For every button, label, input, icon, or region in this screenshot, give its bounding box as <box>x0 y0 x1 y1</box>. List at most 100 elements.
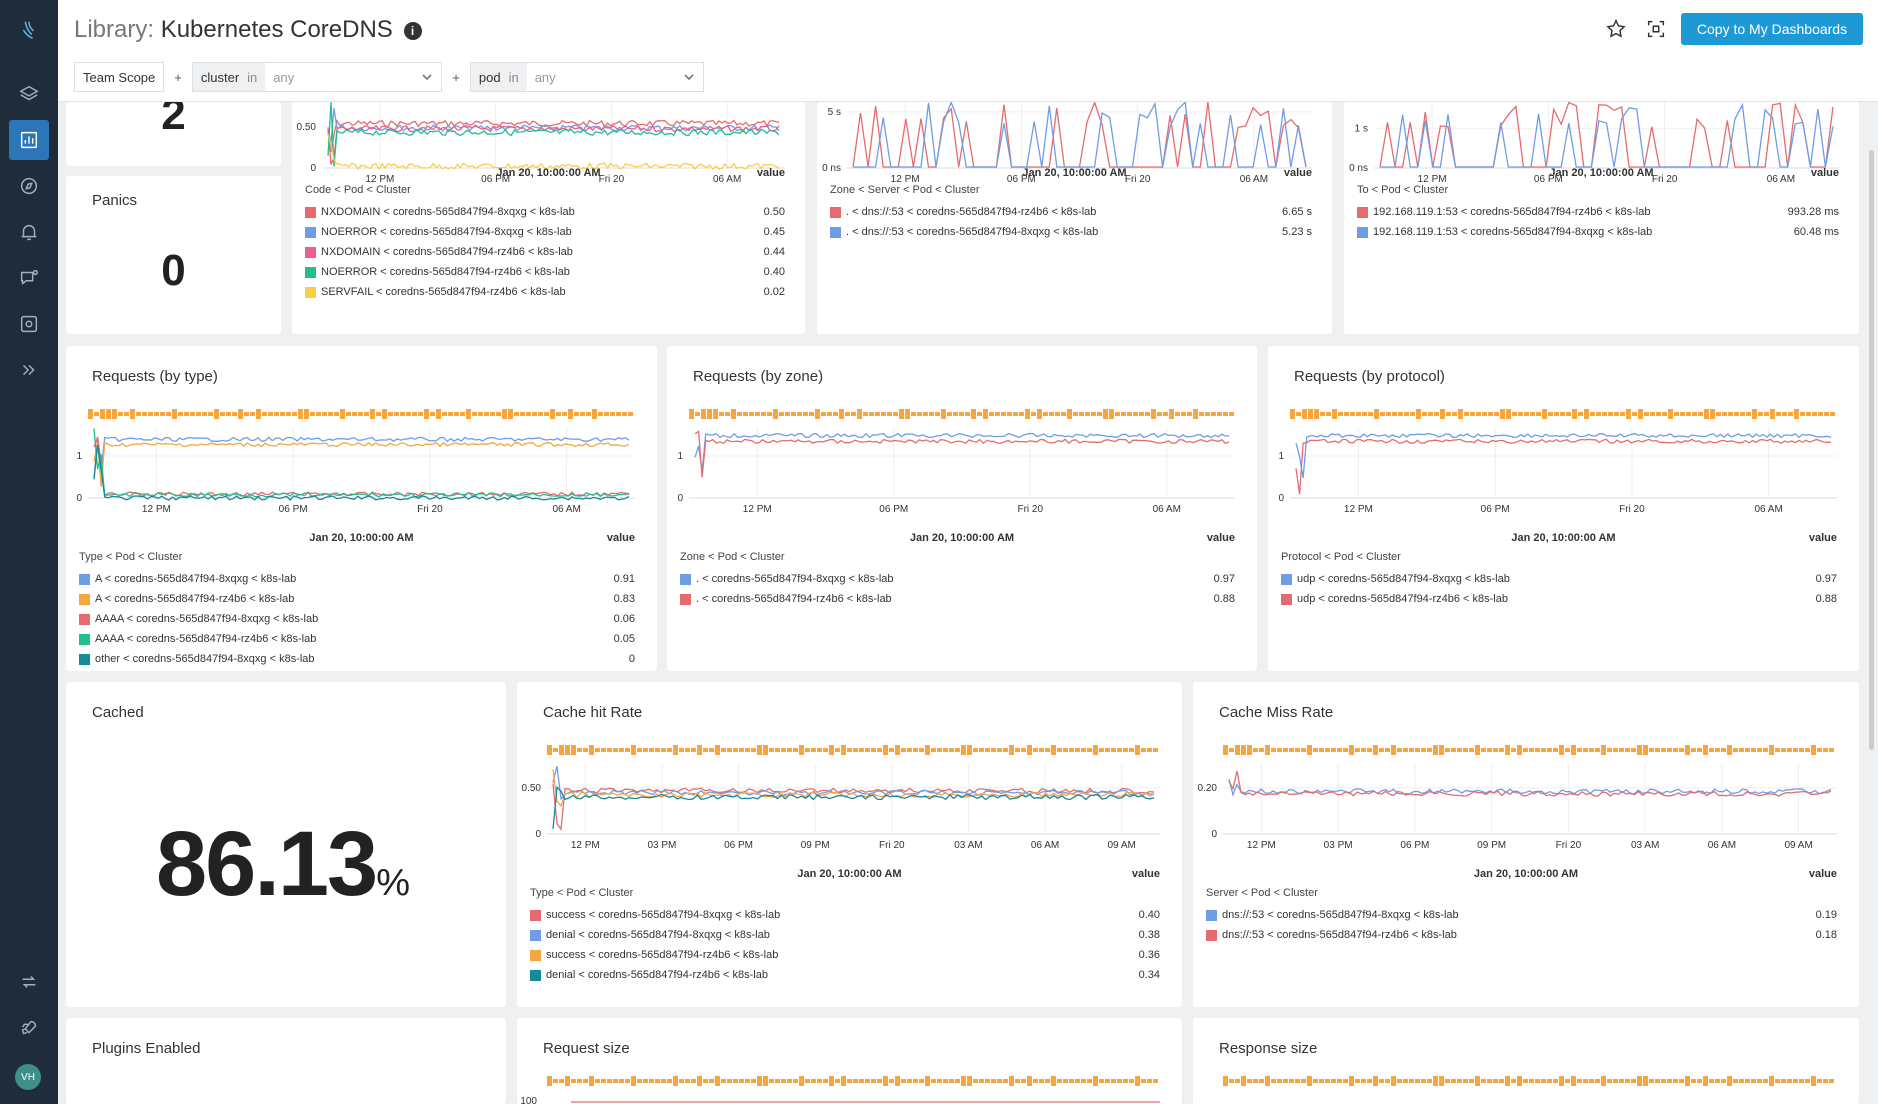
event-marker <box>1085 412 1090 416</box>
page-scrollbar[interactable] <box>1869 150 1874 750</box>
team-scope-chip[interactable]: Team Scope <box>74 62 165 92</box>
event-marker <box>1163 412 1168 416</box>
compass-icon[interactable] <box>9 166 49 206</box>
series-line <box>694 430 1230 478</box>
panel-title: Cache Miss Rate <box>1219 704 1334 721</box>
legend-row[interactable]: udp < coredns-565d847f94-8xqxg < k8s-lab… <box>1281 569 1837 589</box>
event-marker <box>448 412 453 416</box>
get-started-rocket-icon[interactable] <box>9 1008 49 1048</box>
timeseries-chart[interactable]: 100 <box>517 1076 1182 1104</box>
event-marker <box>1025 409 1030 419</box>
integrations-icon[interactable] <box>9 962 49 1002</box>
legend-value: 0.83 <box>613 593 635 605</box>
event-marker <box>1103 409 1108 419</box>
event-marker <box>1325 1079 1330 1083</box>
legend-row[interactable]: AAAA < coredns-565d847f94-rz4b6 < k8s-la… <box>79 629 635 649</box>
timeseries-chart[interactable]: 12 PM 06 PM Fri 20 06 AM 1 s 0 ns <box>1344 102 1859 298</box>
legend-row[interactable]: A < coredns-565d847f94-rz4b6 < k8s-lab 0.… <box>79 589 635 609</box>
event-marker <box>556 412 561 416</box>
legend-value: 0.06 <box>613 613 635 625</box>
timeseries-chart[interactable]: 12 PM 06 PM Fri 20 06 AM 0.50 0 <box>292 102 805 298</box>
cluster-filter[interactable]: cluster in any <box>191 62 443 92</box>
event-marker <box>547 1076 552 1086</box>
legend-row[interactable]: success < coredns-565d847f94-rz4b6 < k8s… <box>530 945 1160 965</box>
copy-to-my-dashboards-button[interactable]: Copy to My Dashboards <box>1681 13 1863 45</box>
logo-icon[interactable] <box>9 10 49 50</box>
cluster-op-label: in <box>247 69 258 85</box>
legend-row[interactable]: udp < coredns-565d847f94-rz4b6 < k8s-lab… <box>1281 589 1837 609</box>
timeseries-chart[interactable]: 12 PM 03 PM 06 PM 09 PM Fri 20 03 AM 06 AM 09 A… <box>517 742 1182 852</box>
event-marker <box>1319 748 1324 752</box>
legend-row[interactable]: denial < coredns-565d847f94-rz4b6 < k8s-… <box>530 965 1160 985</box>
info-icon[interactable]: i <box>403 21 422 40</box>
cluster-value-select[interactable]: any <box>265 63 441 91</box>
legend-row[interactable]: AAAA < coredns-565d847f94-8xqxg < k8s-la… <box>79 609 635 629</box>
expand-chevrons-icon[interactable] <box>9 350 49 390</box>
legend-row[interactable]: NOERROR < coredns-565d847f94-8xqxg < k8s… <box>305 222 785 242</box>
legend-row[interactable]: NXDOMAIN < coredns-565d847f94-rz4b6 < k8… <box>305 242 785 262</box>
timeseries-chart[interactable]: 12 PM 06 PM Fri 20 06 AM 1 0 <box>667 406 1257 516</box>
legend-row[interactable]: SERVFAIL < coredns-565d847f94-rz4b6 < k8… <box>305 282 785 302</box>
legend-row[interactable]: dns://:53 < coredns-565d847f94-8xqxg < k… <box>1206 905 1837 925</box>
legend-row[interactable]: NXDOMAIN < coredns-565d847f94-8xqxg < k8… <box>305 202 785 222</box>
legend-row[interactable]: denial < coredns-565d847f94-8xqxg < k8s-… <box>530 925 1160 945</box>
event-marker <box>1422 412 1427 416</box>
event-marker <box>637 1079 642 1083</box>
user-avatar[interactable]: VH <box>15 1064 41 1090</box>
legend-row[interactable]: . < dns://:53 < coredns-565d847f94-8xqxg… <box>830 222 1312 242</box>
event-marker <box>1608 412 1613 416</box>
legend-row[interactable]: 192.168.119.1:53 < coredns-565d847f94-8x… <box>1357 222 1839 242</box>
event-marker <box>649 1079 654 1083</box>
pod-filter[interactable]: pod in any <box>469 62 704 92</box>
fullscreen-scan-icon[interactable] <box>1641 14 1671 44</box>
favorite-star-icon[interactable] <box>1601 14 1631 44</box>
legend-row[interactable]: dns://:53 < coredns-565d847f94-rz4b6 < k… <box>1206 925 1837 945</box>
event-marker <box>871 1079 876 1083</box>
event-marker <box>697 745 702 755</box>
pod-value-select[interactable]: any <box>527 63 703 91</box>
event-marker <box>1583 748 1588 752</box>
timeseries-chart[interactable]: 12 PM 06 PM Fri 20 06 AM 1 0 <box>1268 406 1859 516</box>
timeseries-chart[interactable]: 12 PM 06 PM Fri 20 06 AM 5 s 0 ns <box>817 102 1332 298</box>
legend-row[interactable]: NOERROR < coredns-565d847f94-rz4b6 < k8s… <box>305 262 785 282</box>
events-icon[interactable] <box>9 258 49 298</box>
event-marker <box>619 1079 624 1083</box>
legend-row[interactable]: other < coredns-565d847f94-8xqxg < k8s-l… <box>79 649 635 669</box>
event-marker <box>781 748 786 752</box>
event-marker <box>1787 748 1792 752</box>
event-marker <box>1027 745 1032 755</box>
cached-value-group: 86.13% <box>156 812 410 917</box>
captures-icon[interactable] <box>9 304 49 344</box>
alerts-bell-icon[interactable] <box>9 212 49 252</box>
event-marker <box>1440 409 1445 419</box>
dashboards-icon[interactable] <box>9 120 49 160</box>
event-marker <box>1727 1076 1732 1086</box>
legend-row[interactable]: A < coredns-565d847f94-8xqxg < k8s-lab 0.… <box>79 569 635 589</box>
event-marker <box>1469 748 1474 752</box>
event-marker <box>905 409 910 419</box>
event-marker <box>1295 1079 1300 1083</box>
explore-layers-icon[interactable] <box>9 74 49 114</box>
event-marker <box>655 748 660 752</box>
panel-title: Response size <box>1219 1040 1318 1057</box>
timeseries-chart[interactable]: 12 PM 03 PM 06 PM 09 PM Fri 20 03 AM 06 AM 09 A… <box>1193 742 1859 852</box>
page-title: Library: Kubernetes CoreDNS i <box>74 16 422 44</box>
legend-row[interactable]: . < dns://:53 < coredns-565d847f94-rz4b6… <box>830 202 1312 222</box>
event-marker <box>1235 1079 1240 1083</box>
legend-row[interactable]: success < coredns-565d847f94-8xqxg < k8s… <box>530 905 1160 925</box>
legend-swatch <box>305 206 316 218</box>
event-marker <box>943 1079 948 1083</box>
legend-row[interactable]: . < coredns-565d847f94-rz4b6 < k8s-lab 0.… <box>680 589 1235 609</box>
event-marker <box>1175 412 1180 416</box>
y-tick-label: 0 <box>76 493 82 504</box>
event-marker <box>1157 412 1162 416</box>
legend-row[interactable]: 192.168.119.1:53 < coredns-565d847f94-rz… <box>1357 202 1839 222</box>
event-marker <box>1638 409 1643 419</box>
legend-row[interactable]: . < coredns-565d847f94-8xqxg < k8s-lab 0.… <box>680 569 1235 589</box>
legend-label: . < dns://:53 < coredns-565d847f94-rz4b6… <box>846 206 1097 218</box>
event-marker <box>1667 748 1672 752</box>
event-marker <box>979 748 984 752</box>
timeseries-chart[interactable] <box>1193 1076 1859 1104</box>
event-marker <box>406 412 411 416</box>
timeseries-chart[interactable]: 12 PM 06 PM Fri 20 06 AM 1 0 <box>66 406 657 516</box>
